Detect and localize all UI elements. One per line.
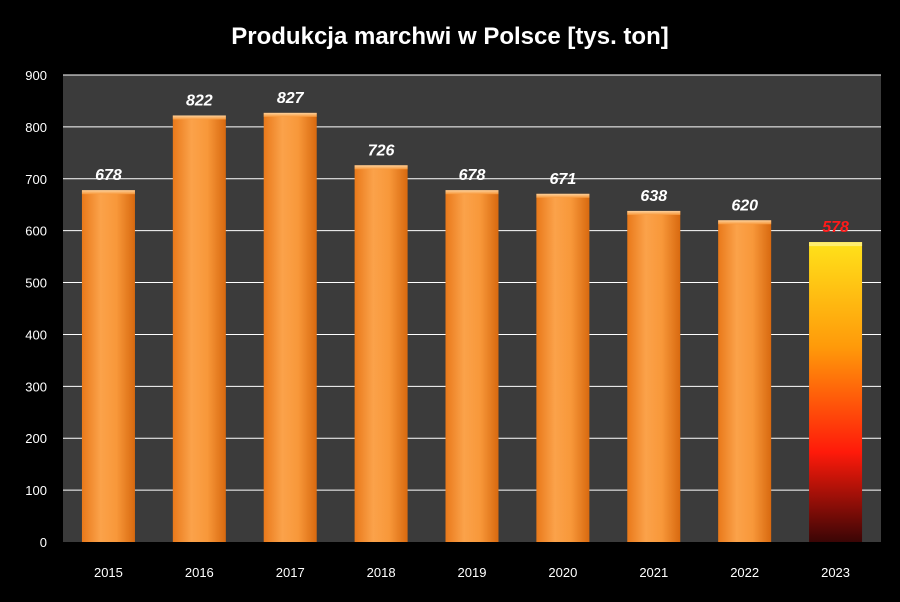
y-tick-label: 600 <box>25 224 47 239</box>
bar-cap-2019 <box>445 190 499 195</box>
bar-2021 <box>627 210 681 542</box>
bar-cap-2017 <box>263 112 317 117</box>
y-tick-label: 800 <box>25 120 47 135</box>
bar-cap-2018 <box>354 165 408 170</box>
x-tick-label-2018: 2018 <box>367 565 396 580</box>
chart-title: Produkcja marchwi w Polsce [tys. ton] <box>231 23 668 50</box>
data-labels: 678 822 827 726 678 671 638 620 578 <box>95 90 849 236</box>
bar-cap-2016 <box>172 115 226 120</box>
data-label-2015: 678 <box>95 167 122 184</box>
data-label-2017: 827 <box>277 90 305 107</box>
y-tick-label: 100 <box>25 483 47 498</box>
bar-2023 <box>809 242 863 543</box>
data-label-2023: 578 <box>822 219 849 236</box>
y-tick-label: 200 <box>25 431 47 446</box>
bars <box>81 112 863 543</box>
x-tick-label-2017: 2017 <box>276 565 305 580</box>
y-tick-label: 700 <box>25 172 47 187</box>
bar-cap-2021 <box>627 210 681 215</box>
bar-cap-2015 <box>81 190 135 195</box>
data-label-2018: 726 <box>368 142 395 159</box>
x-tick-label-2022: 2022 <box>730 565 759 580</box>
y-tick-label: 400 <box>25 327 47 342</box>
x-tick-label-2016: 2016 <box>185 565 214 580</box>
data-label-2019: 678 <box>459 167 486 184</box>
data-label-2020: 671 <box>550 171 577 188</box>
x-tick-label-2019: 2019 <box>458 565 487 580</box>
y-axis-ticks: 0 100 200 300 400 500 600 700 800 900 <box>25 68 47 550</box>
bar-2019 <box>445 190 499 542</box>
x-axis-ticks: 2015 2016 2017 2018 2019 2020 2021 2022 2023 <box>94 565 850 580</box>
bar-2016 <box>172 115 226 543</box>
bar-cap-2023 <box>809 242 863 247</box>
data-label-2016: 822 <box>186 92 213 109</box>
bar-2018 <box>354 165 408 542</box>
data-label-2022: 620 <box>731 197 758 214</box>
x-tick-label-2020: 2020 <box>548 565 577 580</box>
bar-2015 <box>81 190 135 542</box>
x-tick-label-2015: 2015 <box>94 565 123 580</box>
bar-cap-2022 <box>718 220 772 225</box>
bar-2022 <box>718 220 772 543</box>
data-label-2021: 638 <box>640 188 667 205</box>
x-tick-label-2021: 2021 <box>639 565 668 580</box>
y-tick-label: 0 <box>40 535 47 550</box>
x-tick-label-2023: 2023 <box>821 565 850 580</box>
bar-2020 <box>536 193 590 542</box>
y-tick-label: 500 <box>25 276 47 291</box>
y-tick-label: 300 <box>25 379 47 394</box>
bar-cap-2020 <box>536 193 590 198</box>
bar-2017 <box>263 112 317 542</box>
y-tick-label: 900 <box>25 68 47 83</box>
